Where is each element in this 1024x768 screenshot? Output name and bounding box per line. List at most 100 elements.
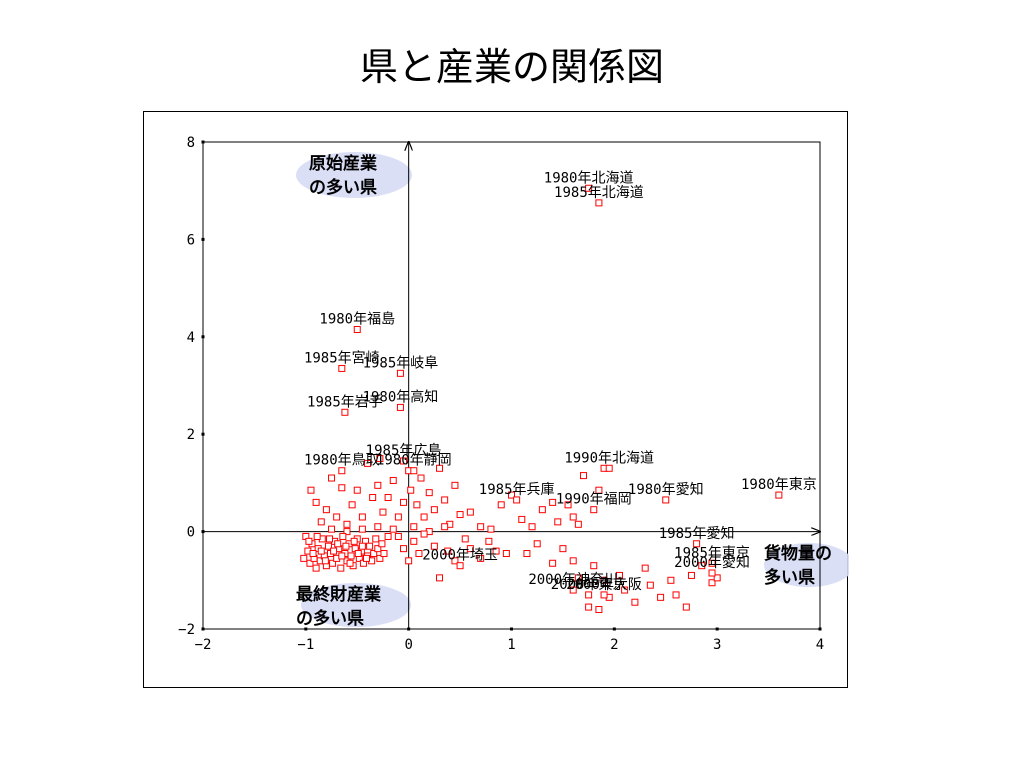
data-point [466, 545, 474, 553]
data-point [328, 474, 336, 482]
data-point [549, 498, 557, 506]
data-point [400, 498, 408, 506]
data-point [600, 591, 608, 599]
data-point [641, 564, 649, 572]
data-point-label: 1985年東京 [674, 545, 750, 561]
data-point [346, 559, 354, 567]
x-tick-label: −1 [297, 637, 314, 653]
data-point-label: 2000年東京 [551, 577, 627, 593]
data-point [410, 467, 418, 475]
data-point [713, 574, 721, 582]
data-point [358, 542, 366, 550]
data-point [329, 559, 337, 567]
y-tick-mark [201, 530, 205, 534]
data-point [317, 547, 325, 555]
data-point [384, 532, 392, 540]
data-point [420, 513, 428, 521]
y-tick-mark [201, 140, 205, 144]
data-point [342, 542, 350, 550]
data-point [389, 525, 397, 533]
data-point [305, 537, 313, 545]
data-point [313, 532, 321, 540]
data-point-label: 1980年鳥取 [304, 453, 380, 469]
data-point [300, 554, 308, 562]
data-point [590, 562, 598, 570]
data-point [400, 457, 408, 465]
y-tick-mark [201, 432, 205, 436]
data-point [430, 542, 438, 550]
data-point [407, 486, 415, 494]
data-point [374, 481, 382, 489]
data-point [394, 513, 402, 521]
data-point [358, 513, 366, 521]
data-point [306, 559, 314, 567]
data-point [410, 523, 418, 531]
data-point-label: 1980年高知 [363, 388, 439, 405]
data-point [667, 576, 675, 584]
data-point [585, 184, 593, 192]
data-point [413, 501, 421, 509]
data-point [485, 537, 493, 545]
data-point [441, 496, 449, 504]
x-tick-label: 0 [404, 637, 412, 653]
data-point [451, 557, 459, 565]
data-point [657, 593, 665, 601]
data-point [420, 530, 428, 538]
data-point [461, 535, 469, 543]
data-point [698, 562, 706, 570]
data-point-label: 1985年兵庫 [479, 481, 555, 498]
data-point [324, 542, 332, 550]
data-point [338, 364, 346, 372]
data-point [312, 564, 320, 572]
data-point [595, 606, 603, 614]
data-point [508, 491, 515, 499]
data-point [358, 525, 366, 533]
y-tick-mark [201, 237, 205, 241]
y-tick-label: 2 [187, 427, 195, 443]
quadrant-label: 原始産業の多い県 [309, 153, 377, 198]
quadrant-highlight [764, 543, 849, 587]
data-point [394, 532, 402, 540]
data-point [396, 403, 404, 411]
data-point-label: 1985年愛知 [659, 525, 735, 542]
x-tick-mark [407, 627, 411, 631]
data-point [569, 586, 577, 594]
data-point [410, 537, 418, 545]
quadrant-label-line: 多い県 [764, 567, 815, 588]
data-point [379, 508, 387, 516]
data-point-label: 1980年北海道 [544, 170, 634, 186]
data-point [708, 559, 716, 567]
data-point-label: 2000年埼玉 [422, 548, 498, 564]
data-point [417, 474, 425, 482]
quadrant-label-line: 貨物量の [764, 543, 832, 564]
quadrant-label: 貨物量の多い県 [764, 543, 832, 588]
data-point [518, 515, 526, 523]
quadrant-label-line: 最終財産業 [296, 584, 381, 605]
data-point [317, 518, 325, 526]
x-tick-mark [818, 627, 822, 631]
data-point [456, 562, 464, 570]
data-point [330, 547, 338, 555]
x-tick-mark [304, 627, 308, 631]
data-point [564, 501, 572, 509]
data-point [444, 547, 452, 555]
data-point [366, 542, 374, 550]
data-point [523, 550, 531, 558]
data-point [477, 554, 485, 562]
data-point [672, 591, 680, 599]
data-point-label: 1985年岩手 [307, 394, 383, 410]
data-point [370, 550, 378, 558]
data-point [456, 511, 464, 519]
data-point [376, 554, 384, 562]
x-tick-label: 3 [713, 637, 721, 653]
data-point [451, 481, 459, 489]
data-point [466, 508, 474, 516]
data-point [682, 603, 690, 611]
data-point [312, 498, 320, 506]
data-point [363, 554, 371, 562]
data-point [569, 513, 577, 521]
quadrant-label: 最終財産業の多い県 [296, 584, 381, 629]
data-point [497, 501, 505, 509]
y-tick-label: 4 [187, 330, 195, 346]
data-point [436, 574, 444, 582]
